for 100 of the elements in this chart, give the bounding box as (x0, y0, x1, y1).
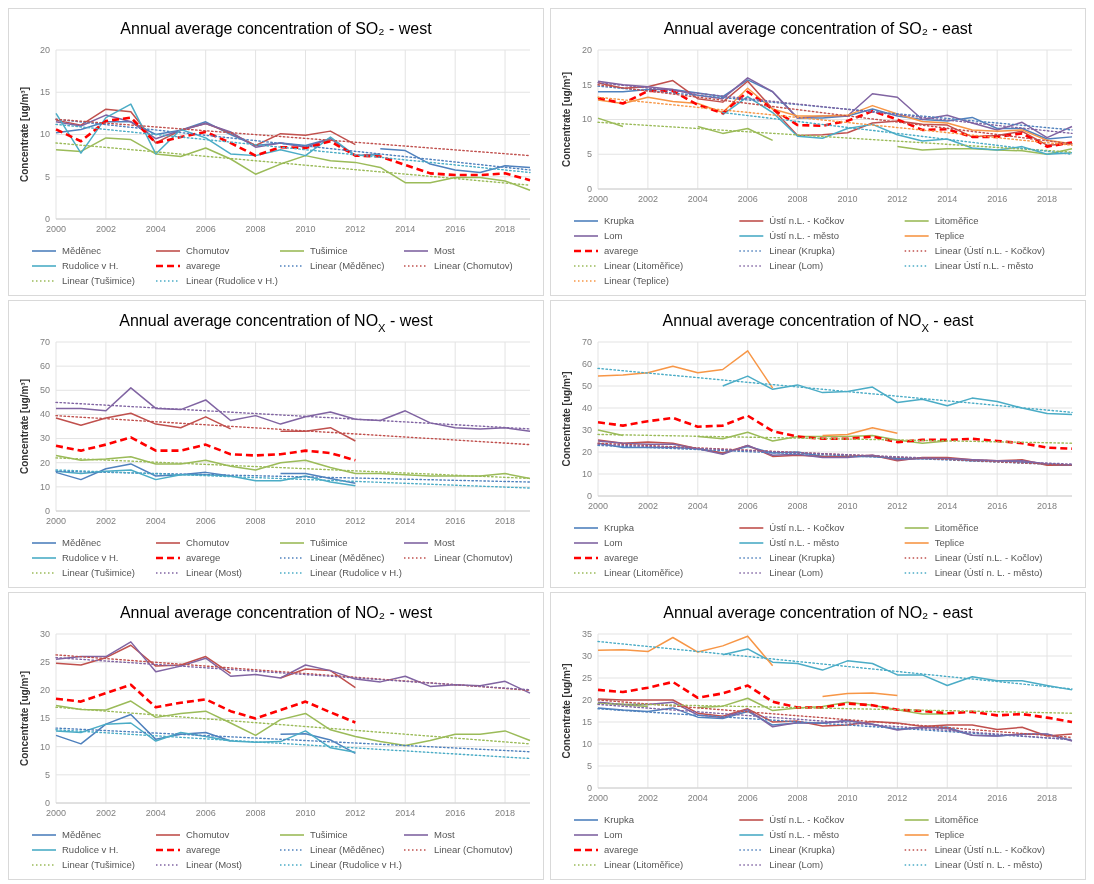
legend-label: avarege (186, 844, 221, 856)
legend-label: Litoměřice (934, 814, 979, 826)
legend-label: Teplice (934, 829, 965, 841)
y-tick-label: 20 (581, 44, 592, 55)
legend-label: Lom (604, 537, 623, 549)
y-tick-label: 20 (39, 44, 50, 55)
legend-label: Měděnec (62, 245, 102, 257)
x-tick-label: 2018 (495, 224, 516, 234)
x-tick-label: 2018 (495, 516, 516, 526)
x-tick-label: 2006 (195, 224, 216, 234)
legend-label: Linear (Rudolice v H.) (186, 275, 278, 287)
legend-label: Tušimice (310, 829, 348, 841)
y-tick-label: 40 (581, 402, 592, 413)
y-tick-label: 50 (581, 380, 592, 391)
y-axis-title: Concentrate [ug/m³] (561, 663, 572, 759)
x-tick-label: 2012 (345, 808, 366, 818)
x-tick-label: 2012 (887, 194, 908, 204)
x-tick-label: 2002 (637, 501, 658, 511)
x-tick-label: 2018 (495, 808, 516, 818)
legend-label: Linear (Litoměřice) (604, 859, 684, 871)
x-tick-label: 2012 (887, 501, 908, 511)
y-tick-label: 0 (44, 505, 50, 516)
y-tick-label: 0 (586, 782, 592, 793)
y-tick-label: 15 (39, 713, 50, 724)
legend-label: Krupka (604, 215, 635, 227)
legend-label: Litoměřice (934, 215, 979, 227)
legend-label: Linear (Lom) (769, 567, 824, 579)
chart-title: Annual average concentration of SO₂ - west (120, 20, 433, 37)
x-tick-label: 2006 (737, 501, 758, 511)
y-tick-label: 20 (581, 694, 592, 705)
legend-label: Teplice (934, 537, 965, 549)
legend-label: Krupka (604, 814, 635, 826)
x-tick-label: 2012 (345, 224, 366, 234)
y-tick-label: 0 (586, 490, 592, 501)
legend-label: Linear (Ústí n.L. - Kočkov) (934, 844, 1046, 856)
x-tick-label: 2012 (345, 516, 366, 526)
y-tick-label: 5 (44, 769, 50, 780)
y-tick-label: 30 (581, 424, 592, 435)
chart-title: Annual average concentration of NO₂ - east (663, 604, 974, 621)
y-tick-label: 50 (39, 385, 50, 396)
x-tick-label: 2010 (837, 793, 858, 803)
y-tick-label: 15 (581, 79, 592, 90)
y-tick-label: 0 (44, 213, 50, 224)
y-tick-label: 0 (44, 797, 50, 808)
legend-label: Ústí n.L. - město (769, 537, 840, 549)
y-tick-label: 10 (39, 129, 50, 140)
chart-title: Annual average concentration of NO$_{X}$ - east (662, 312, 974, 334)
legend-label: Linear (Ústí n. L. - město) (934, 567, 1043, 579)
legend-label: Lom (604, 829, 623, 841)
legend-label: Linear (Krupka) (769, 844, 835, 856)
legend-label: Rudolice v H. (62, 552, 119, 564)
legend-label: Linear (Tušimice) (62, 275, 136, 287)
x-tick-label: 2008 (245, 224, 266, 234)
x-tick-label: 2006 (195, 808, 216, 818)
legend-label: Krupka (604, 522, 635, 534)
line-series (55, 137, 531, 192)
legend-label: Linear Ústí n.L. - město (934, 260, 1034, 272)
y-tick-label: 10 (581, 468, 592, 479)
y-tick-label: 70 (581, 336, 592, 347)
legend-label: Linear (Ústí n. L. - město) (934, 859, 1043, 871)
legend-label: Linear (Most) (186, 567, 242, 579)
y-tick-label: 60 (581, 358, 592, 369)
x-tick-label: 2016 (987, 793, 1008, 803)
x-tick-label: 2000 (45, 808, 67, 818)
chart-title: Annual average concentration of SO₂ - east (663, 20, 973, 37)
y-tick-label: 0 (586, 183, 592, 194)
legend-label: Linear (Litoměřice) (604, 567, 684, 579)
x-tick-label: 2000 (587, 194, 609, 204)
x-tick-label: 2006 (737, 194, 758, 204)
x-tick-label: 2010 (295, 808, 316, 818)
x-tick-label: 2014 (395, 808, 416, 818)
legend-label: Litoměřice (934, 522, 979, 534)
legend-label: Linear (Lom) (769, 260, 824, 272)
legend-label: Linear (Lom) (769, 859, 824, 871)
y-tick-label: 40 (39, 409, 50, 420)
x-tick-label: 2014 (937, 793, 958, 803)
line-series (596, 680, 1074, 724)
chart-title: Annual average concentration of NO₂ - west (119, 604, 433, 621)
y-tick-label: 10 (39, 741, 50, 752)
x-tick-label: 2004 (687, 194, 708, 204)
legend-label: Linear (Litoměřice) (604, 260, 684, 272)
legend-label: Linear (Tušimice) (62, 859, 136, 871)
legend-label: Teplice (934, 230, 965, 242)
legend-label: Tušimice (310, 245, 348, 257)
chart-title: Annual average concentration of NO$_{X}$ - west (119, 312, 434, 334)
y-tick-label: 15 (39, 87, 50, 98)
legend-label: Chomutov (186, 245, 230, 257)
x-tick-label: 2006 (737, 793, 758, 803)
y-axis-title: Concentrate [ug/m³] (561, 72, 572, 167)
x-tick-label: 2000 (45, 224, 67, 234)
y-tick-label: 5 (586, 760, 592, 771)
x-tick-label: 2010 (295, 224, 316, 234)
x-tick-label: 2000 (587, 501, 609, 511)
y-tick-label: 10 (581, 114, 592, 125)
legend-label: Ústí n.L. - Kočkov (769, 814, 845, 826)
y-axis-title: Concentrate [ug/m³] (561, 371, 572, 467)
x-tick-label: 2016 (987, 501, 1008, 511)
y-axis-title: Concentrate [ug/m³] (19, 379, 30, 474)
x-tick-label: 2002 (95, 224, 116, 234)
legend-label: Chomutov (186, 537, 230, 549)
